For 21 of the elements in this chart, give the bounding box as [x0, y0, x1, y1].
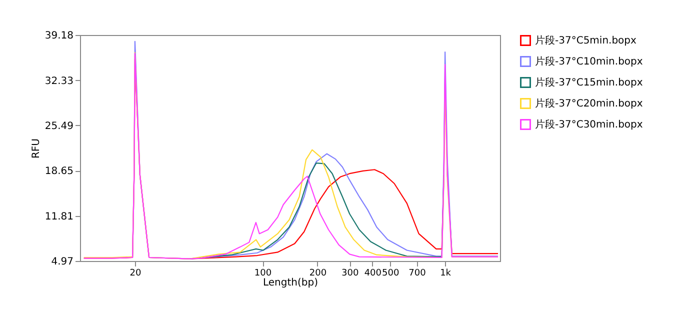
x-tick-label: 200 — [309, 268, 327, 278]
x-axis-title: Length(bp) — [263, 278, 318, 288]
legend-label: 片段-37°C10min.bopx — [535, 56, 643, 68]
x-tick-label: 700 — [408, 268, 426, 278]
y-tick-label: 32.33 — [44, 76, 74, 87]
x-tick-label: 500 — [382, 268, 400, 278]
legend-label: 片段-37°C30min.bopx — [535, 118, 643, 130]
y-axis-title: RFU — [30, 138, 42, 159]
legend-label: 片段-37°C20min.bopx — [535, 98, 643, 110]
x-tick-label: 400 — [364, 268, 382, 278]
x-tick-label: 20 — [130, 268, 142, 278]
x-tick-label: 1k — [440, 268, 452, 278]
y-tick-label: 11.81 — [44, 211, 74, 222]
y-tick-label: 25.49 — [44, 120, 74, 132]
x-tick-label: 300 — [342, 268, 359, 278]
y-tick-label: 18.65 — [44, 166, 74, 178]
y-tick-label: 4.97 — [51, 256, 74, 268]
x-tick-label: 100 — [254, 268, 272, 278]
legend-label: 片段-37°C15min.bopx — [535, 76, 643, 88]
legend-label: 片段-37°C5min.bopx — [535, 34, 637, 46]
y-tick-label: 39.18 — [44, 30, 74, 42]
